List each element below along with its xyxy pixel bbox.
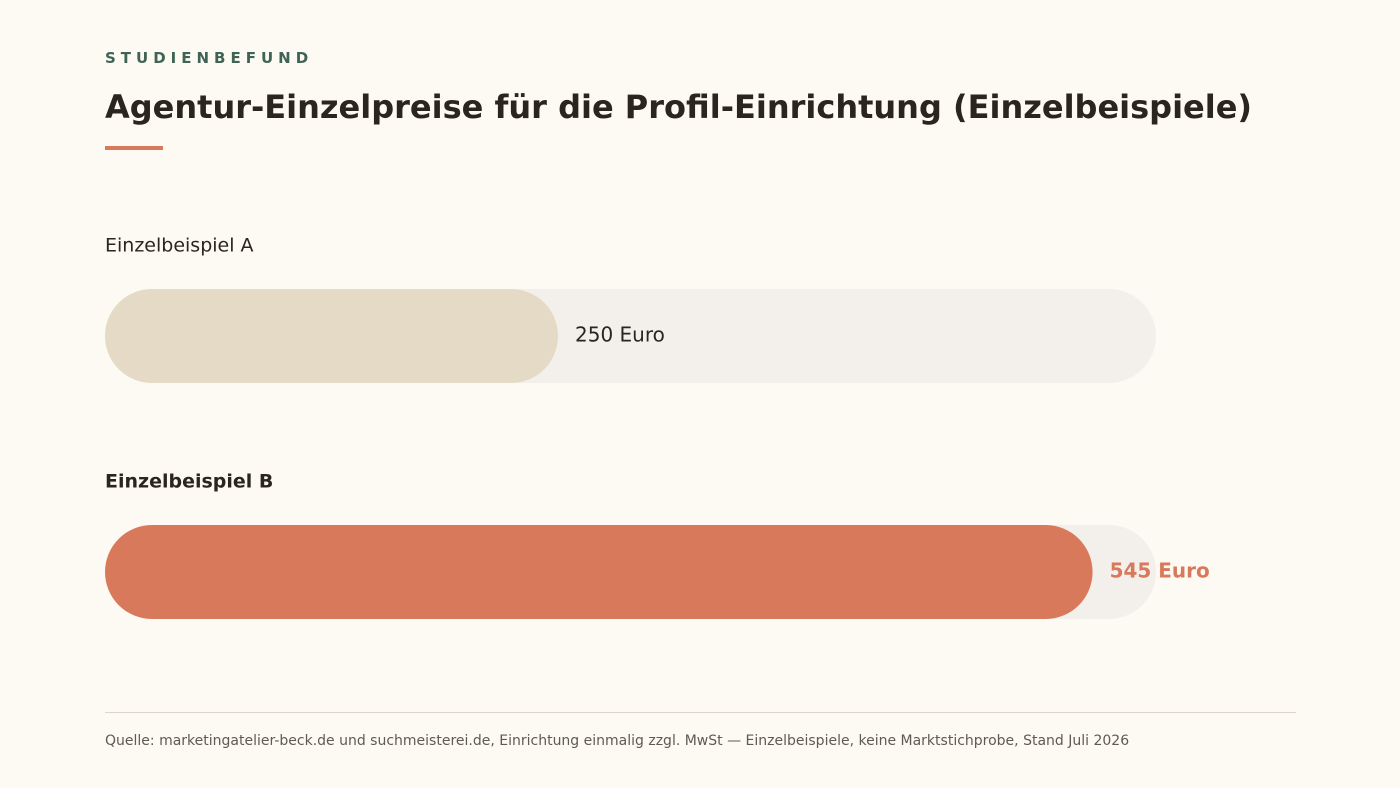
source-note: Quelle: marketingatelier-beck.de und suc… [105, 733, 1130, 749]
page-title: Agentur-Einzelpreise für die Profil-Einr… [105, 88, 1253, 126]
eyebrow-label: STUDIENBEFUND [105, 49, 314, 67]
bar-1 [105, 289, 559, 383]
footer-divider [105, 712, 1296, 713]
category-label: Einzelbeispiel A [105, 235, 254, 257]
title-accent-rule [105, 146, 163, 150]
value-label: 545 Euro [1110, 559, 1210, 583]
bar-2 [105, 525, 1093, 619]
category-label: Einzelbeispiel B [105, 471, 273, 493]
value-label: 250 Euro [575, 323, 665, 347]
